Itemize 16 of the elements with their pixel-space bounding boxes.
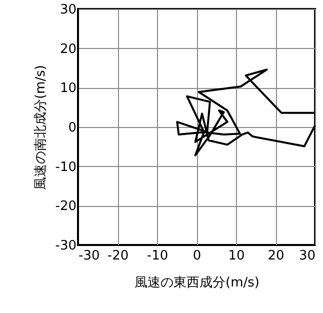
y-axis-title: 風速の南北成分(m/s) [33, 65, 48, 190]
x-tick-label: -20 [107, 248, 129, 264]
x-tick-label: 30 [298, 248, 316, 264]
x-tick-label: -30 [78, 248, 100, 264]
y-tick-label: 10 [60, 81, 76, 96]
y-tick-label: -10 [55, 160, 76, 175]
y-tick-label: 20 [60, 42, 76, 57]
y-tick-label: -20 [55, 199, 76, 214]
y-tick-label: 0 [68, 120, 76, 136]
x-tick-label: -10 [146, 248, 168, 264]
y-tick-label: -30 [55, 238, 76, 254]
x-tick-label: 0 [192, 248, 202, 264]
x-axis-title: 風速の東西成分(m/s) [134, 276, 260, 290]
x-tick-label: 10 [228, 248, 245, 264]
x-tick-label: 20 [268, 248, 284, 264]
y-tick-label: 30 [60, 2, 76, 18]
